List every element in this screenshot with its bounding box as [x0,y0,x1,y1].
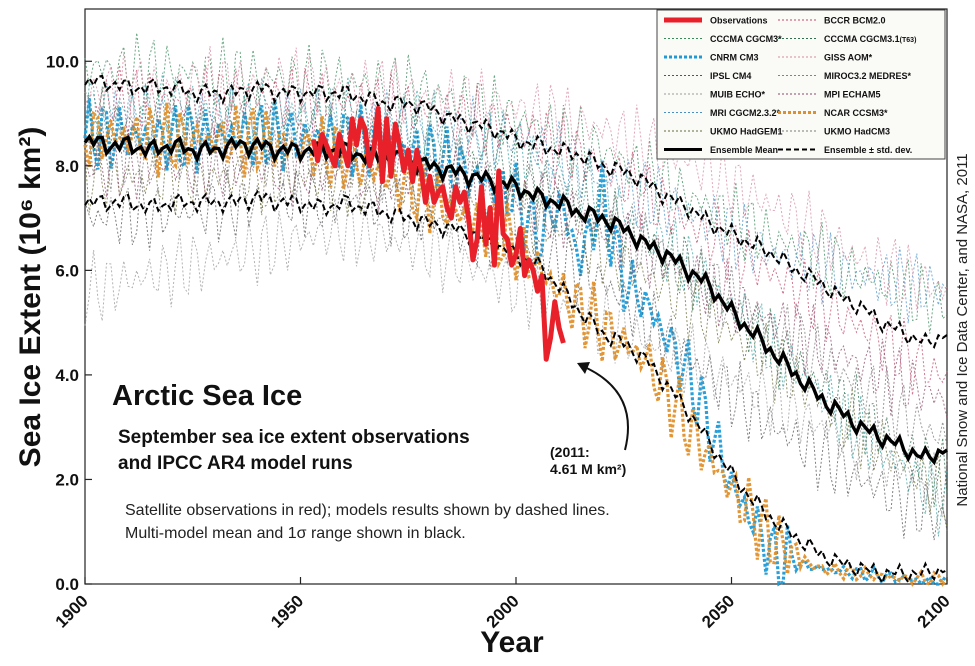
legend-label: MUIB ECHO* [710,90,765,100]
y-tick-label: 10.0 [46,52,79,71]
ensemble-mean-line [83,133,948,466]
x-tick-label: 1900 [52,591,92,631]
note-line-2: Multi-model mean and 1σ range shown in b… [125,525,466,542]
legend-label: UKMO HadGEM1 [710,127,783,137]
x-axis-title: Year [480,626,544,659]
model-runs-layer [83,32,949,587]
legend-label: NCAR CCSM3* [824,108,888,118]
legend-item-bccr-bcm2-0: BCCR BCM2.0 [778,16,886,26]
legend-label-suffix: (T63) [900,37,917,44]
legend-label: MPI ECHAM5 [824,90,881,100]
model-line-ncar-ccsm3 [83,102,949,587]
legend-item-ncar-ccsm3: NCAR CCSM3* [778,108,888,118]
legend-label: Ensemble ± std. dev. [824,145,912,155]
legend-label: MIROC3.2 MEDRES* [824,71,912,81]
model-line-mri-cgcm2-3-2 [84,82,948,324]
model-line-bccr-bcm2-0 [84,64,948,396]
callout-line-1: (2011: [550,444,590,460]
x-tick-label: 2050 [698,591,738,631]
legend-label: Observations [710,16,768,26]
legend-label: BCCR BCM2.0 [824,16,886,26]
legend-box [656,9,946,160]
model-line-cccma-cgcm3 [84,32,948,334]
y-tick-label: 0.0 [55,575,79,594]
y-tick-label: 6.0 [55,261,79,280]
legend-label: UKMO HadCM3 [824,127,890,137]
legend-item-miroc3-2-medres: MIROC3.2 MEDRES* [778,71,912,81]
legend-label: CNRM CM3 [710,53,759,63]
legend-item-cnrm-cm3: CNRM CM3 [664,53,759,63]
y-axis-title: Sea Ice Extent (10⁶ km²) [14,127,47,468]
legend-item-mpi-echam5: MPI ECHAM5 [778,90,881,100]
observations-line [310,105,566,362]
legend-item-giss-aom: GISS AOM* [778,53,873,63]
legend-item-observations: Observations [664,16,768,26]
ensemble-plus-std-line [84,74,948,350]
legend-label: MRI CGCM2.3.2* [710,108,781,118]
callout-arrowhead [577,362,590,374]
ensemble-minus-std-line [84,189,948,585]
legend-item-cccma-cgcm3-1: CCCMA CGCM3.1(T63) [778,34,916,44]
legend-item-ukmo-hadgem1: UKMO HadGEM1 [664,127,783,137]
legend-label: CCCMA CGCM3* [710,34,782,44]
x-tick-label: 2100 [914,591,954,631]
model-line-muib-echo [84,198,948,518]
model-line-giss-aom [84,46,948,310]
model-line-ukmo-hadgem1 [84,138,948,527]
subtitle-line-1: September sea ice extent observations [118,427,470,448]
legend-label: IPSL CM4 [710,71,751,81]
callout-line-2: 4.61 M km²) [550,461,626,477]
y-tick-label: 8.0 [55,157,79,176]
subtitle-line-2: and IPCC AR4 model runs [118,453,353,474]
model-line-ukmo-hadcm3 [84,122,948,448]
legend-label: Ensemble Mean [710,145,778,155]
legend-item-ukmo-hadcm3: UKMO HadCM3 [778,127,890,137]
chart-title: Arctic Sea Ice [112,380,302,412]
note-line-1: Satellite observations in red); models r… [125,502,610,519]
credit-text: National Snow and Ice Data Center, and N… [954,153,971,506]
legend-item-ensemble-mean: Ensemble Mean [664,145,778,155]
legend-item-mri-cgcm2-3-2: MRI CGCM2.3.2* [664,108,781,118]
legend-item-cccma-cgcm3: CCCMA CGCM3* [664,34,782,44]
legend-item-muib-echo: MUIB ECHO* [664,90,765,100]
y-tick-label: 2.0 [55,470,79,489]
legend: Observations CCCMA CGCM3* CNRM CM3 IPSL CM4… [656,9,946,160]
legend-label: GISS AOM* [824,53,873,63]
callout-arrow [579,364,629,451]
y-tick-label: 4.0 [55,366,79,385]
model-line-mpi-echam5 [84,127,948,419]
x-tick-label: 1950 [267,591,307,631]
legend-item-ipsl-cm4: IPSL CM4 [664,71,751,81]
legend-item-ensemble-std-dev: Ensemble ± std. dev. [778,145,912,155]
observations-layer [310,105,566,362]
legend-label: CCCMA CGCM3.1(T63) [824,34,916,44]
model-line-ipsl-cm4 [84,161,948,541]
ensemble-layer [83,74,948,585]
